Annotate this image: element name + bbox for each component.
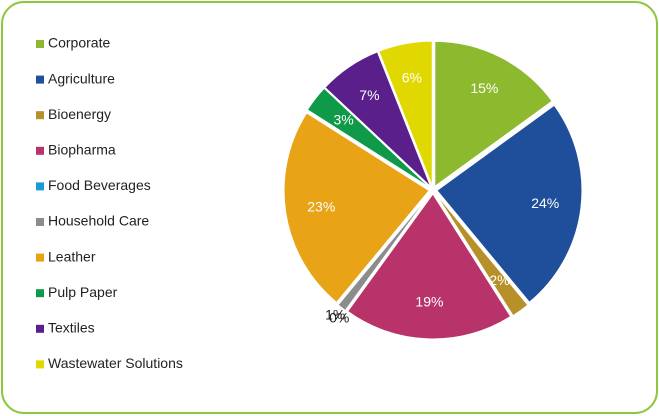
slice-label: 3% — [334, 111, 354, 127]
legend-swatch — [36, 146, 44, 155]
slice-label: 24% — [531, 195, 559, 211]
legend-swatch — [36, 324, 44, 333]
slice-label: 1% — [325, 307, 345, 323]
legend-swatch — [36, 360, 44, 369]
legend-label: Agriculture — [48, 70, 115, 86]
pie-slice — [324, 51, 432, 188]
slice-label: 0% — [329, 310, 349, 326]
legend-swatch — [36, 40, 44, 48]
legend-swatch — [36, 182, 44, 191]
legend-label: Food Beverages — [48, 177, 151, 193]
slice-label: 2% — [489, 272, 509, 288]
legend-label: Wastewater Solutions — [48, 355, 183, 371]
slice-label: 7% — [359, 87, 379, 103]
pie-slice — [283, 112, 430, 304]
legend-label: Textiles — [48, 320, 95, 336]
pie-slice — [436, 104, 583, 303]
legend-label: Corporate — [48, 35, 110, 51]
slice-label: 23% — [307, 198, 335, 214]
legend-swatch — [36, 253, 44, 262]
legend-swatch — [36, 75, 44, 84]
legend-label: Leather — [48, 248, 96, 264]
pie-slice — [306, 87, 431, 188]
pie-slice — [378, 40, 433, 187]
legend-label: Bioenergy — [48, 106, 111, 122]
legend-label: Pulp Paper — [48, 284, 118, 300]
pie-slice — [337, 192, 431, 312]
legend-swatch — [36, 218, 44, 226]
legend-swatch — [36, 289, 44, 298]
legend-swatch — [36, 111, 44, 120]
pie-slice — [434, 192, 529, 317]
legend-label: Biopharma — [48, 142, 116, 158]
pie-slice — [346, 193, 512, 340]
slice-label: 6% — [402, 70, 422, 86]
slice-label: 15% — [470, 80, 498, 96]
slice-label: 19% — [415, 294, 443, 310]
pie-slice — [434, 40, 553, 188]
legend-label: Household Care — [48, 213, 149, 229]
